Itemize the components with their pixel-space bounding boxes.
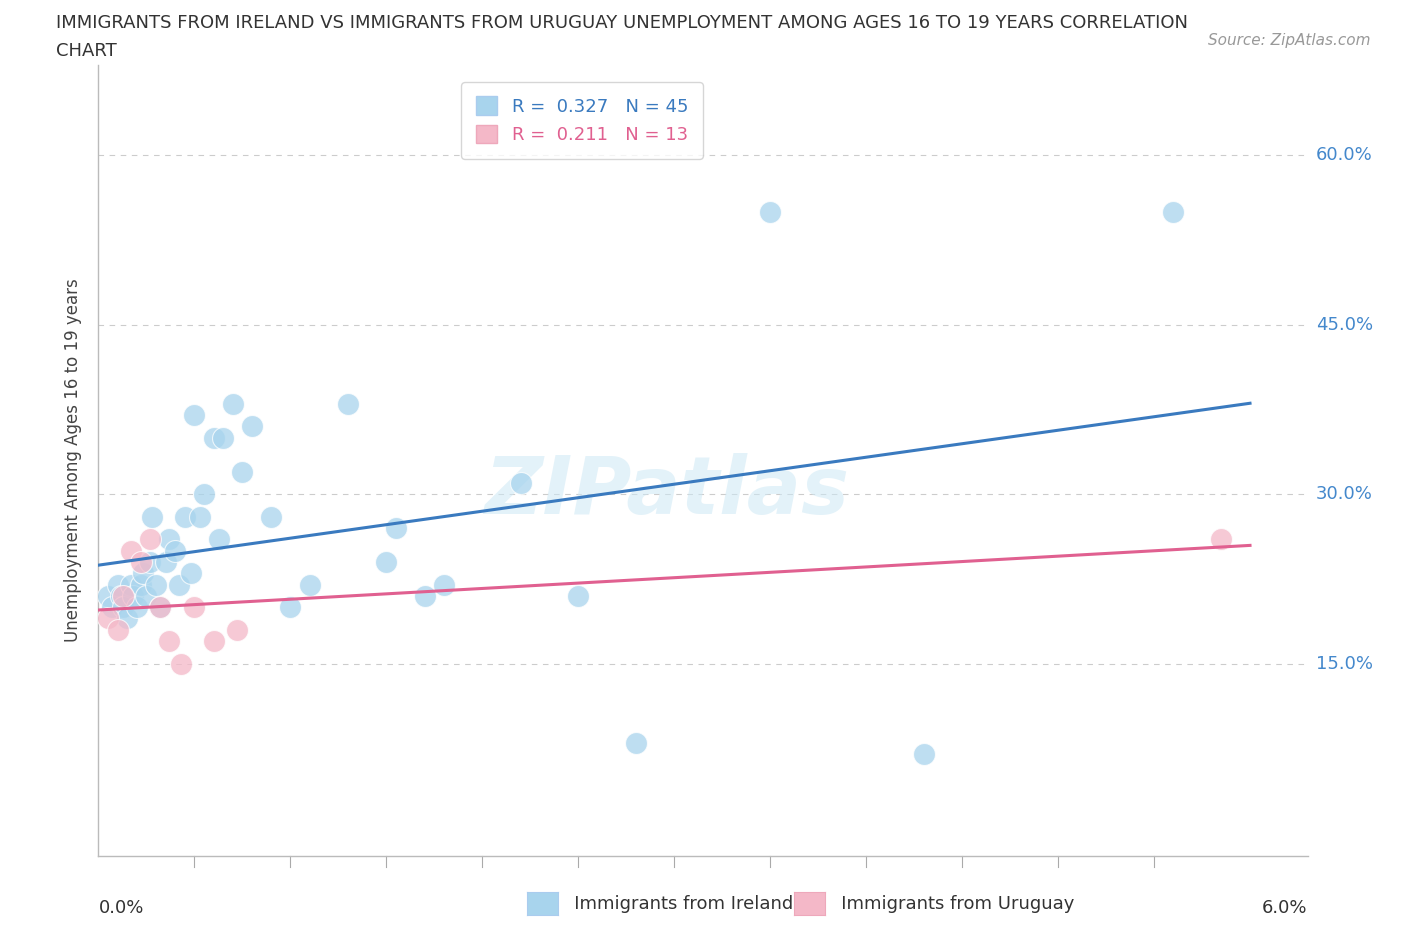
- Text: Source: ZipAtlas.com: Source: ZipAtlas.com: [1208, 33, 1371, 47]
- Point: [110, 589, 132, 604]
- Point: [759, 205, 782, 219]
- Point: [112, 600, 135, 615]
- Point: [129, 578, 152, 592]
- Point: [120, 543, 142, 558]
- Point: [280, 600, 302, 615]
- Point: [155, 554, 177, 569]
- Text: Immigrants from Uruguay: Immigrants from Uruguay: [801, 895, 1074, 913]
- Point: [107, 578, 129, 592]
- Point: [375, 554, 398, 569]
- Point: [180, 565, 202, 580]
- Point: [122, 589, 145, 604]
- Text: 6.0%: 6.0%: [1263, 899, 1308, 917]
- Point: [912, 747, 935, 762]
- Text: Immigrants from Ireland: Immigrants from Ireland: [534, 895, 793, 913]
- Text: 15.0%: 15.0%: [1316, 655, 1372, 672]
- Point: [298, 578, 321, 592]
- Point: [509, 475, 531, 490]
- Point: [202, 633, 225, 648]
- Point: [385, 521, 408, 536]
- Point: [433, 578, 456, 592]
- Point: [208, 532, 231, 547]
- Point: [167, 578, 190, 592]
- Point: [97, 611, 120, 626]
- Point: [193, 486, 215, 501]
- Point: [120, 578, 142, 592]
- Point: [170, 657, 193, 671]
- Text: 30.0%: 30.0%: [1316, 485, 1372, 503]
- Point: [97, 589, 120, 604]
- Point: [149, 600, 172, 615]
- Point: [202, 431, 225, 445]
- Point: [212, 431, 235, 445]
- Point: [624, 736, 647, 751]
- Point: [149, 600, 172, 615]
- Point: [139, 532, 162, 547]
- Point: [101, 600, 124, 615]
- Point: [165, 543, 187, 558]
- Point: [173, 510, 195, 525]
- Point: [240, 419, 263, 434]
- Text: 45.0%: 45.0%: [1316, 316, 1374, 334]
- Point: [159, 633, 181, 648]
- Point: [1211, 532, 1233, 547]
- Point: [231, 464, 253, 479]
- Point: [141, 510, 163, 525]
- Point: [1161, 205, 1184, 219]
- Point: [159, 532, 181, 547]
- Point: [139, 554, 162, 569]
- Point: [188, 510, 211, 525]
- Text: 0.0%: 0.0%: [98, 899, 143, 917]
- Point: [222, 396, 245, 411]
- Point: [336, 396, 359, 411]
- Point: [183, 600, 205, 615]
- Legend: R =  0.327   N = 45, R =  0.211   N = 13: R = 0.327 N = 45, R = 0.211 N = 13: [461, 82, 703, 159]
- Point: [115, 611, 138, 626]
- Text: CHART: CHART: [56, 42, 117, 60]
- Point: [107, 622, 129, 637]
- Point: [413, 589, 436, 604]
- Point: [129, 554, 152, 569]
- Point: [125, 600, 148, 615]
- Text: IMMIGRANTS FROM IRELAND VS IMMIGRANTS FROM URUGUAY UNEMPLOYMENT AMONG AGES 16 TO: IMMIGRANTS FROM IRELAND VS IMMIGRANTS FR…: [56, 14, 1188, 32]
- Y-axis label: Unemployment Among Ages 16 to 19 years: Unemployment Among Ages 16 to 19 years: [65, 278, 83, 643]
- Point: [145, 578, 167, 592]
- Text: ZIPatlas: ZIPatlas: [484, 453, 849, 531]
- Point: [135, 589, 157, 604]
- Point: [225, 622, 247, 637]
- Point: [183, 407, 205, 422]
- Point: [567, 589, 589, 604]
- Point: [131, 565, 153, 580]
- Point: [112, 589, 135, 604]
- Text: 60.0%: 60.0%: [1316, 146, 1372, 165]
- Point: [260, 510, 283, 525]
